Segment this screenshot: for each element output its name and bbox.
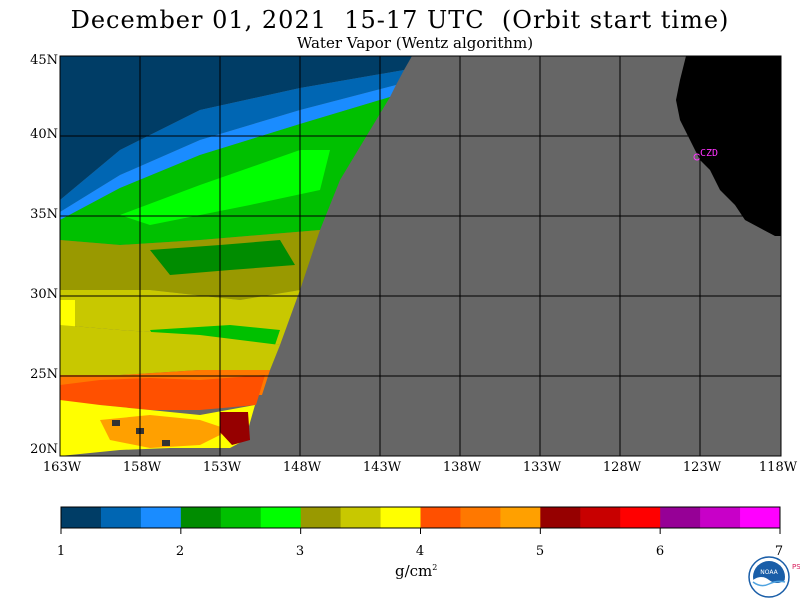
colorbar-tick-6: 6 [655, 544, 665, 559]
lon-label-133w: 133W [522, 460, 562, 475]
colorbar-units: g/cm2 [395, 562, 438, 580]
colorbar-swatch [300, 507, 342, 528]
swath-band-blue [60, 70, 404, 212]
colorbar-tick-1: 1 [56, 544, 66, 559]
colorbar [60, 506, 781, 534]
swath-band-orange-south [100, 415, 230, 448]
colorbar-swatch [580, 507, 621, 528]
swath-band-yellow [60, 300, 75, 330]
colorbar-swatch [100, 507, 142, 528]
island-patch [112, 420, 120, 426]
lat-label-30n: 30N [30, 287, 58, 302]
colorbar-swatch [660, 507, 701, 528]
lon-label-123w: 123W [682, 460, 722, 475]
colorbar-swatch [740, 507, 781, 528]
lon-label-158w: 158W [122, 460, 162, 475]
station-label: CZD [700, 148, 718, 159]
swath-band-darkblue [60, 56, 412, 200]
swath-band-brightgreen [120, 150, 330, 225]
colorbar-swatch [340, 507, 382, 528]
colorbar-tick-5: 5 [535, 544, 545, 559]
map-subtitle: Water Vapor (Wentz algorithm) [296, 34, 534, 52]
lat-label-25n: 25N [30, 367, 58, 382]
colorbar-swatch [420, 507, 461, 528]
island-patch-3 [162, 440, 170, 446]
map-title: December 01, 2021 15-17 UTC (Orbit start… [70, 6, 730, 34]
swath-band-mustard-south [60, 325, 280, 375]
lat-label-40n: 40N [30, 127, 58, 142]
lat-label-20n: 20N [30, 442, 58, 457]
lon-label-143w: 143W [362, 460, 402, 475]
colorbar-swatch [540, 507, 581, 528]
noaa-logo: NOAA [748, 556, 790, 598]
swath-band-darkred [220, 412, 250, 445]
colorbar-swatch [620, 507, 661, 528]
colorbar-tick-7: 7 [774, 544, 784, 559]
map-border [59, 55, 782, 457]
colorbar-swatch [61, 507, 102, 528]
colorbar-swatch [460, 507, 501, 528]
colorbar-swatch [180, 507, 222, 528]
colorbar-swatch [140, 507, 182, 528]
colorbar-swatch [500, 507, 541, 528]
colorbar-swatch [220, 507, 262, 528]
colorbar-swatch [260, 507, 302, 528]
swath-band-lightblue [60, 85, 396, 220]
lat-label-35n: 35N [30, 207, 58, 222]
lon-label-128w: 128W [602, 460, 642, 475]
lat-label-45n: 45N [30, 53, 58, 68]
lat-lon-grid [60, 56, 781, 456]
lon-label-118w: 118W [758, 460, 798, 475]
land-mass [676, 56, 781, 236]
swath-band-darkgreen [150, 240, 295, 275]
swath-data [60, 56, 412, 456]
colorbar-swatch [380, 507, 421, 528]
colorbar-tick-2: 2 [175, 544, 185, 559]
colorbar-tick-3: 3 [295, 544, 305, 559]
svg-text:NOAA: NOAA [760, 569, 778, 576]
swath-band-redorange [60, 375, 265, 410]
lon-label-163w: 163W [42, 460, 82, 475]
colorbar-swatch [700, 507, 741, 528]
lon-label-138w: 138W [442, 460, 482, 475]
psl-label: PSL [792, 563, 800, 571]
colorbar-tick-4: 4 [415, 544, 425, 559]
lon-label-153w: 153W [202, 460, 242, 475]
lon-label-148w: 148W [282, 460, 322, 475]
